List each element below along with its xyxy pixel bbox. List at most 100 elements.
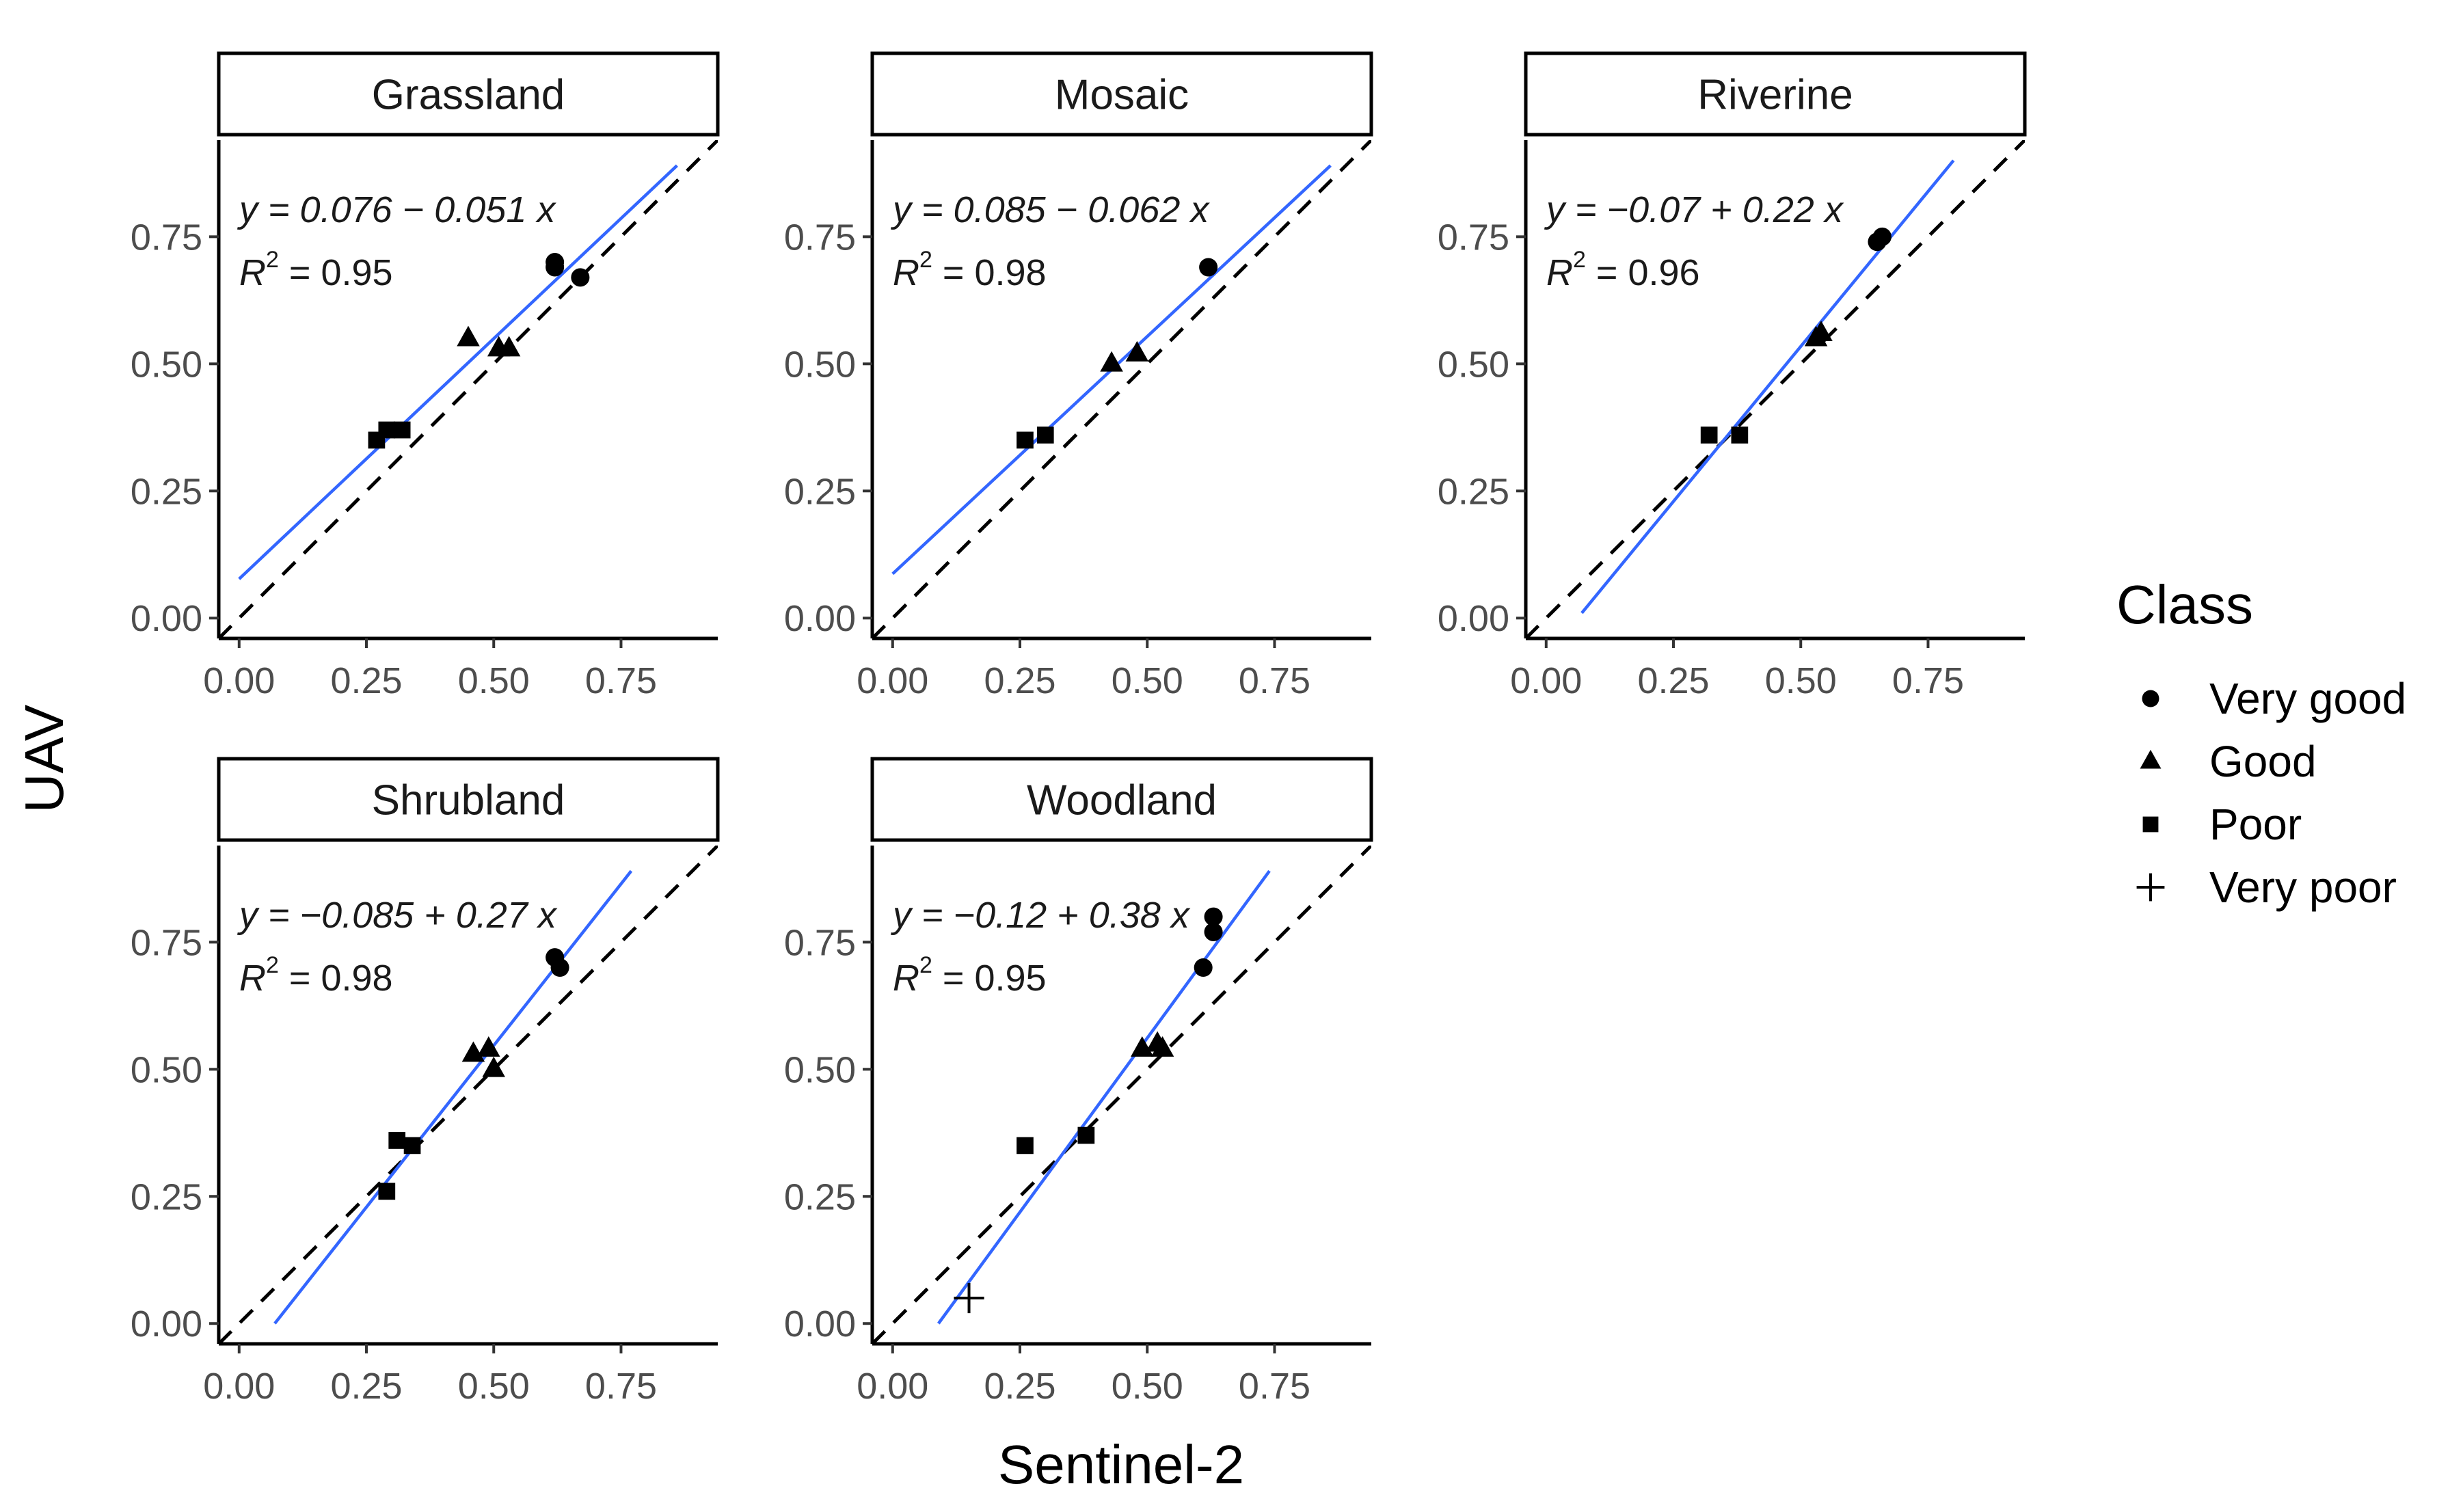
data-point-poor [1017, 431, 1034, 449]
regression-equation: y = −0.12 + 0.38 x [890, 895, 1191, 936]
panel-riverine: Riverine 0.000.00 0.25 0.25 0.50 0.50 0.75 0.75… [1438, 51, 2027, 701]
panel-grassland: Grassland 0.000.00 0.25 0.25 0.50 0.50 0.75 0.7… [131, 51, 720, 701]
facet-strip [217, 757, 720, 842]
data-point-good [457, 325, 480, 347]
facet-title: Grassland [372, 72, 565, 119]
facet-title: Mosaic [1055, 72, 1189, 119]
legend-item-poor: Poor [2142, 800, 2302, 849]
facet-title: Riverine [1697, 72, 1853, 119]
y-tick-label: 0.00 [784, 598, 856, 639]
data-point-very-good [1194, 958, 1213, 977]
y-tick-label: 0.75 [784, 217, 856, 258]
data-point-good [1150, 1036, 1174, 1057]
data-point-poor [1077, 1126, 1095, 1144]
x-tick-label: 0.25 [984, 1366, 1055, 1407]
legend-key-square [2142, 816, 2159, 833]
regression-line [273, 869, 633, 1325]
data-point-poor [1036, 427, 1054, 444]
data-point-poor [1700, 427, 1718, 444]
regression-equation: y = −0.085 + 0.27 x [237, 895, 558, 936]
y-tick-label: 0.00 [1438, 598, 1509, 639]
identity-line [219, 846, 718, 1344]
r-squared-label: R2 = 0.98 [893, 247, 1047, 293]
y-tick-label: 0.75 [131, 217, 202, 258]
legend-title: Class [2116, 574, 2253, 635]
regression-line [1580, 159, 1955, 615]
data-point-very-good [1868, 232, 1887, 252]
regression-line [238, 164, 678, 580]
x-tick-label: 0.75 [1892, 660, 1964, 701]
facet-title: Woodland [1027, 777, 1217, 824]
facet-strip [870, 51, 1373, 137]
legend-key-circle [2142, 690, 2159, 707]
identity-line [219, 140, 718, 638]
data-point-very-poor [954, 1282, 984, 1314]
legend-item-good: Good [2140, 737, 2317, 786]
panel-shrubland: Shrubland 0.000.00 0.25 0.25 0.50 0.50 0.75 0.7… [131, 757, 720, 1407]
legend-label: Poor [2209, 800, 2302, 849]
y-tick-label: 0.75 [784, 922, 856, 963]
y-tick-label: 0.75 [131, 922, 202, 963]
y-tick-label: 0.00 [131, 1304, 202, 1345]
legend-key-triangle [2140, 749, 2162, 769]
x-tick-label: 0.25 [330, 1366, 402, 1407]
panel-mosaic: Mosaic 0.000.00 0.25 0.25 0.50 0.50 0.75 0.75 y … [784, 51, 1373, 701]
data-point-poor [1017, 1137, 1034, 1155]
regression-line [937, 869, 1271, 1325]
legend-label: Good [2209, 737, 2317, 786]
y-tick-label: 0.50 [784, 344, 856, 385]
identity-line [872, 846, 1371, 1344]
legend-label: Very poor [2209, 863, 2397, 912]
y-tick-label: 0.75 [1438, 217, 1509, 258]
facet-title: Shrubland [372, 777, 565, 824]
data-point-poor [393, 421, 411, 439]
r-squared-label: R2 = 0.98 [239, 952, 393, 999]
x-tick-label: 0.25 [330, 660, 402, 701]
facet-strip [870, 757, 1373, 842]
x-tick-label: 0.25 [984, 660, 1055, 701]
legend-label: Very good [2209, 674, 2406, 723]
x-tick-label: 0.00 [203, 1366, 275, 1407]
x-tick-label: 0.50 [458, 1366, 530, 1407]
x-tick-label: 0.00 [1510, 660, 1582, 701]
regression-equation: y = 0.085 − 0.062 x [890, 189, 1210, 230]
x-tick-label: 0.75 [585, 660, 657, 701]
facet-panels: Grassland0.000.000.250.250.500.500.750.7… [131, 51, 2027, 1407]
legend-item-very-good: Very good [2142, 674, 2406, 723]
x-tick-label: 0.75 [1239, 1366, 1310, 1407]
facet-strip [1524, 51, 2027, 137]
legend-item-very-poor: Very poor [2136, 863, 2397, 912]
y-tick-label: 0.25 [784, 1176, 856, 1217]
facet-strip [217, 51, 720, 137]
data-point-very-good [1199, 258, 1218, 277]
x-tick-label: 0.75 [1239, 660, 1310, 701]
y-tick-label: 0.25 [784, 471, 856, 512]
identity-line [872, 140, 1371, 638]
x-axis-title: Sentinel-2 [998, 1434, 1244, 1495]
legend: Class Very good Good Poor Very poor [2116, 574, 2406, 912]
y-tick-label: 0.50 [784, 1049, 856, 1090]
data-point-very-good [571, 268, 590, 287]
data-point-very-good [1204, 907, 1223, 926]
x-tick-label: 0.50 [458, 660, 530, 701]
x-tick-label: 0.50 [1765, 660, 1837, 701]
data-point-very-good [550, 958, 569, 977]
x-tick-label: 0.00 [857, 660, 928, 701]
identity-line [1526, 140, 2025, 638]
data-point-poor [378, 1183, 396, 1200]
legend-key-plus [2136, 873, 2165, 902]
data-point-good [477, 1036, 500, 1057]
y-tick-label: 0.25 [1438, 471, 1509, 512]
r-squared-label: R2 = 0.96 [1546, 247, 1700, 293]
y-axis-title: UAV [14, 704, 75, 813]
regression-equation: y = −0.07 + 0.22 x [1544, 189, 1844, 230]
y-tick-label: 0.25 [131, 471, 202, 512]
data-point-good [1100, 351, 1123, 372]
r-squared-label: R2 = 0.95 [239, 247, 393, 293]
data-point-poor [378, 421, 396, 439]
y-tick-label: 0.50 [131, 344, 202, 385]
r-squared-label: R2 = 0.95 [893, 952, 1047, 999]
y-tick-label: 0.25 [131, 1176, 202, 1217]
x-tick-label: 0.50 [1112, 660, 1183, 701]
